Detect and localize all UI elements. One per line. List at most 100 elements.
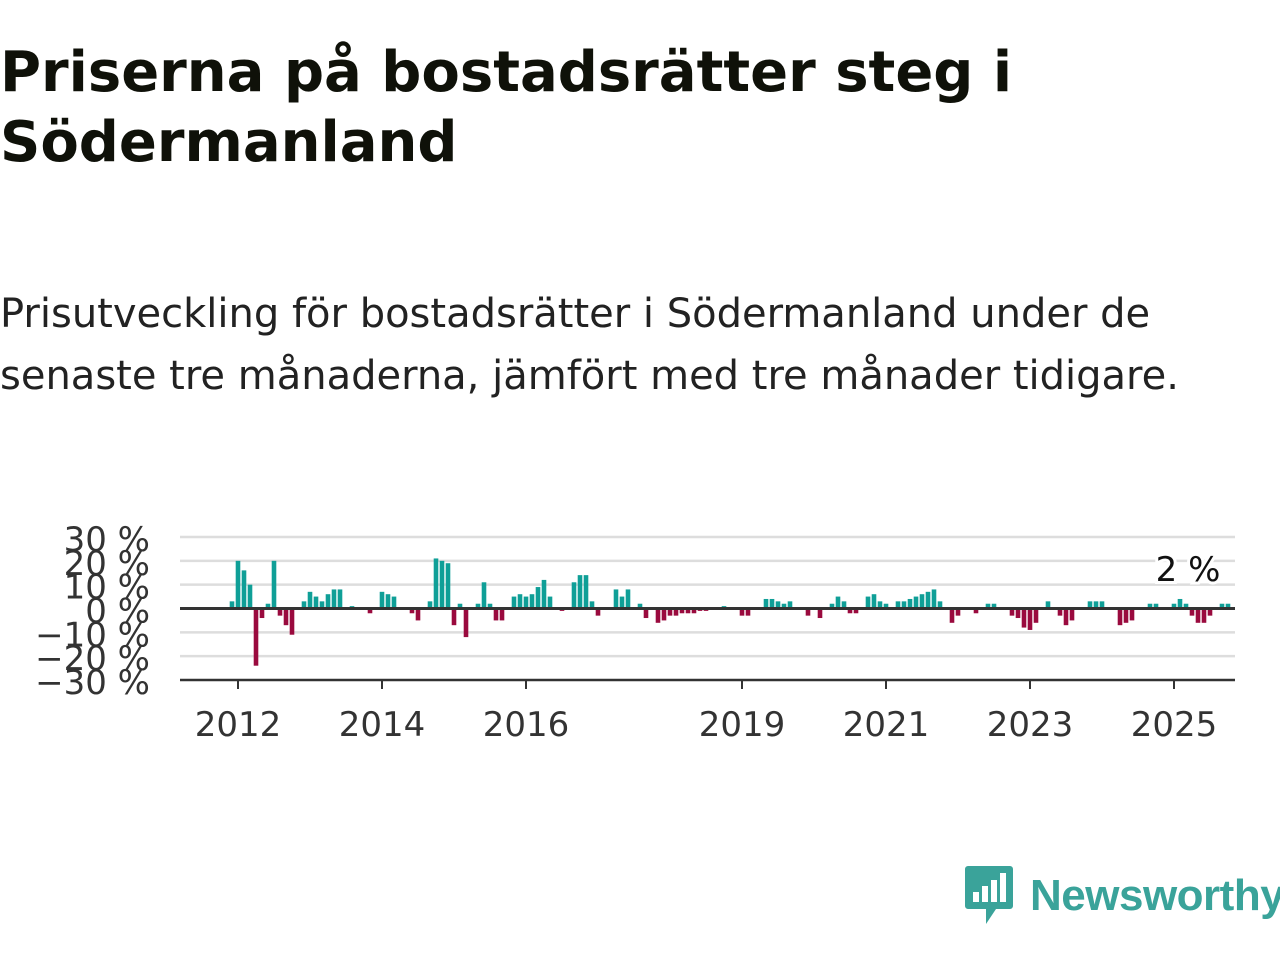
bar [685, 608, 691, 614]
bar [517, 594, 523, 609]
bar [775, 601, 781, 609]
bar [871, 594, 877, 609]
bar [289, 608, 295, 635]
grid-lines [180, 535, 1235, 658]
annotation: 2 %2 % [1153, 547, 1224, 593]
bar [475, 603, 481, 609]
bar [319, 601, 325, 609]
bar [847, 608, 853, 614]
newsworthy-logo: Newsworthy [964, 864, 1280, 928]
bar [283, 608, 289, 626]
bar [1177, 598, 1183, 609]
annotation-label: 2 % [1156, 550, 1221, 590]
bar [925, 591, 931, 609]
bar [493, 608, 499, 621]
bar [229, 601, 235, 609]
bar [739, 608, 745, 616]
bar [883, 603, 889, 609]
bar [655, 608, 661, 623]
bar [1093, 601, 1099, 609]
bar [919, 594, 925, 609]
bar [523, 596, 529, 609]
bar [781, 603, 787, 609]
y-tick-label: −10 % [35, 615, 150, 655]
bar [763, 598, 769, 609]
bar [625, 589, 631, 609]
bar [571, 582, 577, 609]
bar [1099, 601, 1105, 609]
x-tick-label: 2023 [987, 705, 1074, 745]
bar [385, 594, 391, 609]
newsworthy-chart-icon [965, 866, 1013, 924]
bar [907, 598, 913, 609]
bar [463, 608, 469, 638]
bar [829, 603, 835, 609]
y-tick-label: 0 % [85, 592, 150, 632]
x-tick-label: 2021 [843, 705, 930, 745]
bar-series [229, 558, 1231, 666]
bar [619, 596, 625, 609]
bar [259, 608, 265, 619]
bar [529, 594, 535, 609]
bar [805, 608, 811, 616]
bar [451, 608, 457, 626]
bar [895, 601, 901, 609]
bar [745, 608, 751, 616]
bar [769, 598, 775, 609]
bar [691, 608, 697, 614]
chart-title: Priserna på bostadsrätter steg i Söderma… [0, 40, 1013, 175]
bar [253, 608, 259, 666]
bar [667, 608, 673, 616]
bar [865, 596, 871, 609]
bar [1033, 608, 1039, 623]
x-tick-label: 2016 [483, 705, 570, 745]
bar [433, 558, 439, 609]
x-tick-label: 2019 [699, 705, 786, 745]
bar [643, 608, 649, 619]
bar [1153, 603, 1159, 609]
bar [931, 589, 937, 609]
bar [913, 596, 919, 609]
bar [457, 603, 463, 609]
bar [637, 603, 643, 609]
bar [589, 601, 595, 609]
x-tick-label: 2014 [339, 705, 426, 745]
bar [877, 601, 883, 609]
y-tick-label: −20 % [35, 639, 150, 679]
bar [235, 560, 241, 609]
y-tick-label: 20 % [64, 544, 150, 584]
bar [787, 601, 793, 609]
bar [1195, 608, 1201, 623]
bar [265, 603, 271, 609]
y-axis-tick-labels: 30 %20 %10 %0 %−10 %−20 %−30 % [35, 520, 150, 703]
bar [427, 601, 433, 609]
bar [445, 563, 451, 609]
bar [379, 591, 385, 609]
y-tick-label: 30 % [64, 520, 150, 560]
bar [439, 560, 445, 609]
bar [1129, 608, 1135, 621]
bar [325, 594, 331, 609]
y-tick-label: 10 % [64, 568, 150, 608]
bar [937, 601, 943, 609]
bar [1189, 608, 1195, 616]
bar [1057, 608, 1063, 616]
bar [481, 582, 487, 609]
bar [415, 608, 421, 621]
bar [1015, 608, 1021, 619]
bar [313, 596, 319, 609]
bar [391, 596, 397, 609]
bar [835, 596, 841, 609]
bar [955, 608, 961, 616]
bar [1069, 608, 1075, 621]
bar [613, 589, 619, 609]
bar [661, 608, 667, 621]
bar [673, 608, 679, 616]
bar [853, 608, 859, 614]
bar [547, 596, 553, 609]
bar [901, 601, 907, 609]
bar [301, 601, 307, 609]
bar-chart: 30 %20 %10 %0 %−10 %−20 %−30 % 2012 2014 2… [35, 520, 1235, 745]
axes [180, 607, 1235, 682]
bar [841, 601, 847, 609]
